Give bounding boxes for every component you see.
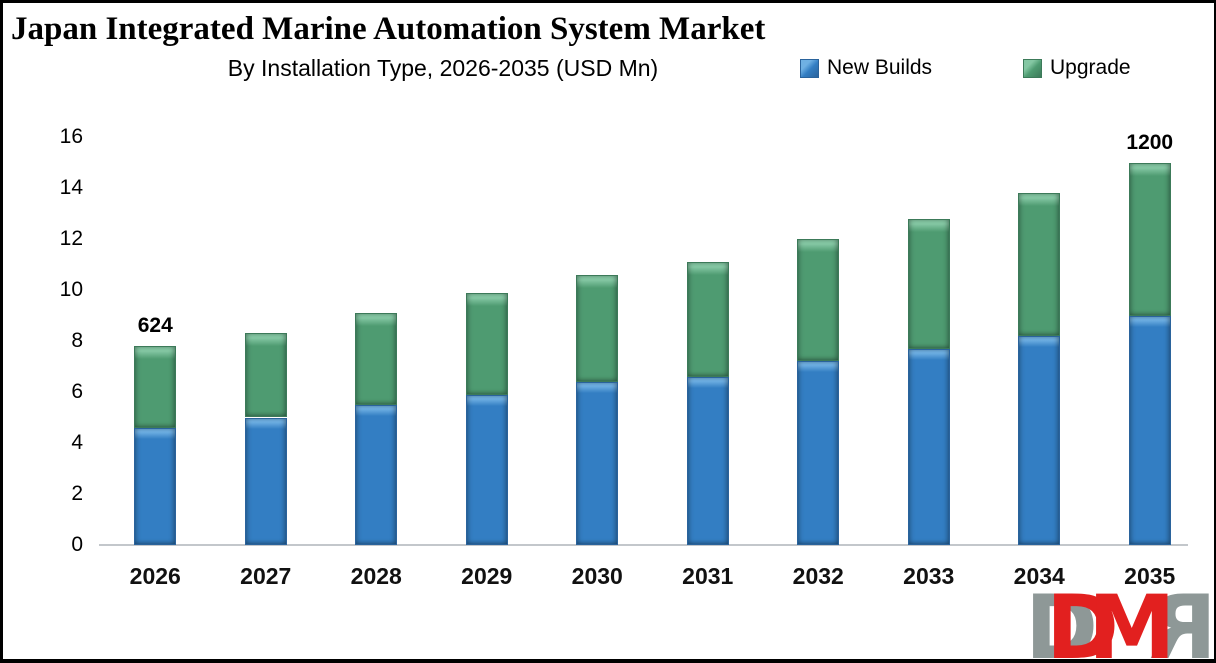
legend-label-new-builds: New Builds <box>827 56 933 79</box>
bar-value-label-2026: 624 <box>137 314 173 338</box>
plot-area: 0 2 4 6 8 10 12 14 16 2026 624 2027 2028 2029 2030 2031… <box>3 3 1214 659</box>
x-tick-label-2033: 2033 <box>903 563 955 589</box>
bar-segment-upgrade-2035 <box>1129 162 1171 316</box>
bar-segment-upgrade-2027 <box>245 333 287 418</box>
x-axis-line <box>99 544 1188 546</box>
bar-segment-new-builds-2031 <box>687 376 729 545</box>
x-tick-label-2031: 2031 <box>682 563 734 589</box>
y-tick-label: 2 <box>71 482 83 505</box>
bar-segment-new-builds-2030 <box>576 381 618 545</box>
bar-segment-upgrade-2029 <box>466 292 508 395</box>
y-tick-label: 16 <box>59 125 83 148</box>
bar-segment-new-builds-2026 <box>134 427 176 545</box>
bar-segment-upgrade-2032 <box>797 239 839 362</box>
bar-value-label-2035: 1200 <box>1126 130 1174 154</box>
x-tick-label-2032: 2032 <box>792 563 844 589</box>
chart-title: Japan Integrated Marine Automation Syste… <box>11 11 766 47</box>
bar-segment-upgrade-2031 <box>687 261 729 377</box>
y-tick-label: 14 <box>59 176 83 199</box>
x-tick-label-2029: 2029 <box>461 563 513 589</box>
y-tick-label: 10 <box>59 278 83 301</box>
bar-segment-new-builds-2034 <box>1018 335 1060 545</box>
bar-segment-new-builds-2029 <box>466 394 508 545</box>
bar-segment-upgrade-2026 <box>134 346 176 428</box>
x-tick-label-2026: 2026 <box>129 563 181 589</box>
new-builds-swatch-icon <box>800 58 819 78</box>
upgrade-swatch-icon <box>1023 58 1042 78</box>
x-tick-label-2028: 2028 <box>350 563 402 589</box>
bar-segment-new-builds-2027 <box>245 417 287 545</box>
bar-segment-new-builds-2028 <box>355 404 397 545</box>
x-tick-label-2035: 2035 <box>1124 563 1176 589</box>
y-tick-label: 4 <box>71 431 83 454</box>
bar-segment-new-builds-2035 <box>1129 315 1171 545</box>
x-tick-label-2027: 2027 <box>240 563 292 589</box>
bar-segment-new-builds-2033 <box>908 348 950 545</box>
y-tick-label: 8 <box>71 329 83 352</box>
x-tick-label-2030: 2030 <box>571 563 623 589</box>
bar-segment-upgrade-2034 <box>1018 193 1060 336</box>
bar-segment-upgrade-2033 <box>908 218 950 349</box>
legend-item-new-builds: New Builds <box>800 56 933 79</box>
bar-segment-upgrade-2028 <box>355 312 397 405</box>
bar-segment-new-builds-2032 <box>797 361 839 545</box>
y-tick-label: 6 <box>71 380 83 403</box>
legend-item-upgrade: Upgrade <box>1023 56 1131 79</box>
y-tick-label: 12 <box>59 227 83 250</box>
y-tick-label: 0 <box>71 533 83 556</box>
x-tick-label-2034: 2034 <box>1013 563 1065 589</box>
bar-segment-upgrade-2030 <box>576 274 618 382</box>
legend-label-upgrade: Upgrade <box>1050 56 1131 79</box>
chart-subtitle: By Installation Type, 2026-2035 (USD Mn) <box>227 55 659 81</box>
